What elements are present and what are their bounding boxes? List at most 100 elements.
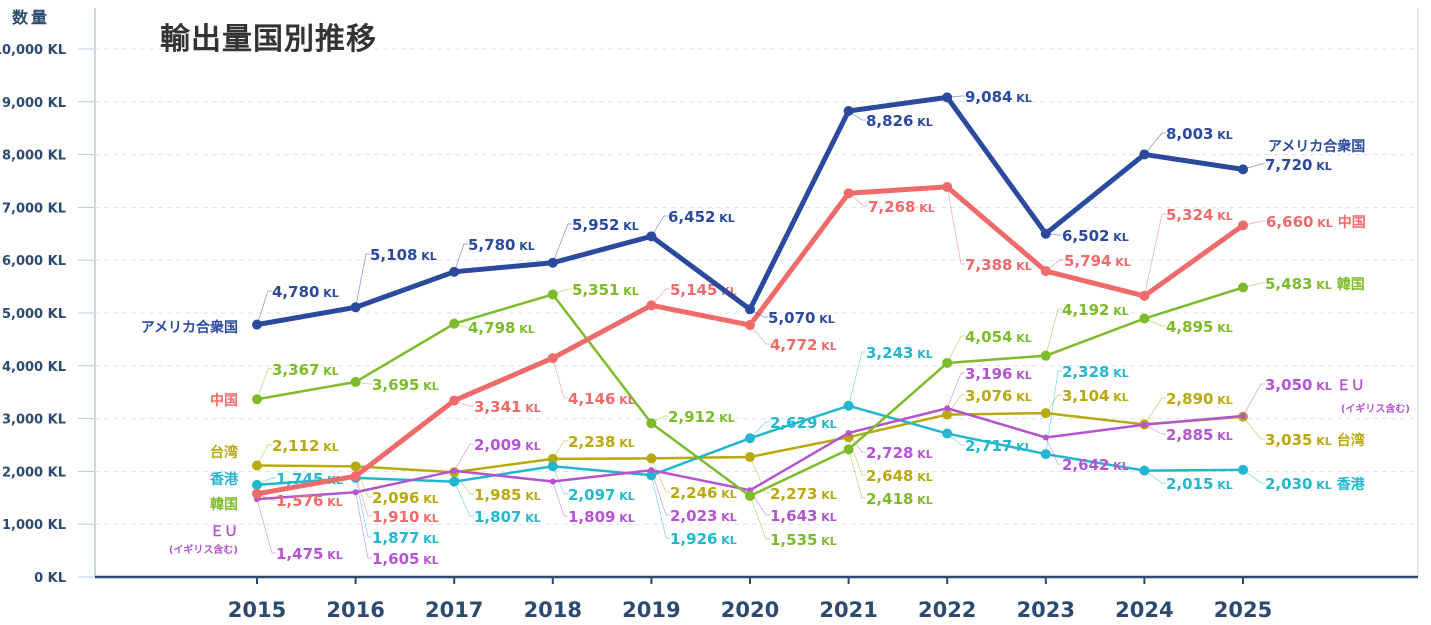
- leader-line: [1144, 397, 1166, 425]
- leader-line: [256, 368, 272, 400]
- data-label: 7,268 KL: [868, 198, 935, 216]
- data-point: [252, 394, 262, 405]
- leader-line: [946, 372, 965, 409]
- leader-line: [749, 495, 770, 540]
- x-tick-label: 2017: [425, 598, 483, 622]
- leader-line: [651, 475, 670, 539]
- data-label: 2,023 KL: [670, 507, 737, 525]
- y-tick-label: 4,000 KL: [2, 360, 66, 375]
- data-point: [451, 467, 458, 474]
- leader-line: [749, 308, 768, 318]
- data-label: 3,341 KL: [474, 398, 541, 416]
- leader-line: [946, 433, 965, 446]
- leader-line: [1242, 163, 1265, 170]
- data-point: [646, 418, 657, 429]
- data-point: [547, 461, 558, 472]
- data-point: [1040, 228, 1051, 239]
- data-point: [1238, 464, 1248, 475]
- data-point: [942, 181, 953, 192]
- data-label: 3,050 KL ＥＵ: [1265, 376, 1365, 394]
- data-point: [549, 478, 556, 485]
- x-tick-label: 2021: [819, 598, 877, 622]
- data-label: 2,246 KL: [670, 484, 737, 502]
- y-tick-label: 0 KL: [34, 571, 66, 586]
- leader-line: [256, 290, 272, 325]
- data-point: [1040, 408, 1051, 419]
- data-label: 3,243 KL: [866, 344, 933, 362]
- leader-line: [552, 440, 568, 460]
- data-label: 2,015 KL: [1166, 475, 1233, 493]
- series-legend-label: 中国: [210, 392, 238, 409]
- data-label: 3,367 KL: [272, 361, 339, 379]
- data-label: 6,502 KL: [1062, 227, 1129, 245]
- leader-line: [1242, 383, 1265, 417]
- data-label: 1,807 KL: [474, 508, 541, 526]
- data-point: [547, 353, 558, 364]
- leader-line: [1144, 318, 1166, 327]
- data-label: 2,642 KL: [1062, 456, 1129, 474]
- data-label: 1,809 KL: [568, 508, 635, 526]
- data-label: 1,877 KL: [372, 529, 439, 547]
- data-point: [646, 231, 657, 242]
- series-2: 3,367 KL 3,695 KL 4,798 KL 5,351 KL 2,912 KL…: [210, 275, 1365, 549]
- y-tick-label: 8,000 KL: [2, 149, 66, 164]
- data-point: [942, 409, 953, 420]
- data-label: 8,826 KL: [866, 112, 933, 130]
- x-tick-label: 2024: [1115, 598, 1173, 622]
- series-legend-sublabel: (イギリス含む): [169, 543, 238, 556]
- leader-line: [1045, 308, 1062, 356]
- leader-line: [1242, 416, 1265, 440]
- leader-line: [453, 243, 468, 272]
- series-legend-label: ＥＵ: [210, 524, 238, 540]
- leader-line: [848, 110, 866, 121]
- data-point: [1139, 149, 1150, 160]
- data-point: [547, 453, 558, 464]
- series-0: 4,780 KL 5,108 KL 5,780 KL 5,952 KL 6,452 KL…: [141, 88, 1366, 336]
- leader-line: [552, 288, 572, 295]
- leader-line: [1045, 259, 1064, 272]
- data-label: 1,985 KL: [474, 486, 541, 504]
- leader-line: [946, 186, 965, 265]
- leader-line: [1045, 437, 1062, 465]
- y-tick-label: 9,000 KL: [2, 96, 66, 111]
- series-1: 1,576 KL1,910 KL3,341 KL4,146 KL5,145 KL…: [210, 181, 1366, 526]
- leader-line: [749, 456, 770, 494]
- y-tick-label: 3,000 KL: [2, 413, 66, 428]
- data-point: [449, 266, 460, 277]
- data-point: [350, 376, 361, 387]
- series-legend-label: 香港: [209, 471, 239, 488]
- leader-line: [1242, 469, 1265, 484]
- data-label: 6,660 KL 中国: [1266, 213, 1366, 231]
- data-point: [843, 444, 854, 455]
- leader-line: [651, 470, 670, 516]
- data-label: 2,728 KL: [866, 444, 933, 462]
- data-label: 4,146 KL: [568, 390, 635, 408]
- data-label: 5,324 KL: [1166, 206, 1233, 224]
- data-point: [1238, 164, 1248, 175]
- leader-line: [355, 492, 372, 559]
- data-point: [745, 304, 755, 315]
- data-label: 1,926 KL: [670, 530, 737, 548]
- data-label: 3,035 KL 台湾: [1265, 431, 1365, 449]
- y-tick-label: 5,000 KL: [2, 307, 66, 322]
- data-label: 6,452 KL: [668, 208, 735, 226]
- leader-line: [946, 335, 965, 364]
- leader-line: [1242, 282, 1265, 288]
- data-label: 1,576 KL: [276, 492, 343, 510]
- data-label: 2,096 KL: [372, 489, 439, 507]
- leader-line: [552, 481, 568, 517]
- series-end-name: アメリカ合衆国: [1268, 138, 1365, 155]
- data-point: [547, 289, 558, 300]
- leader-line: [749, 324, 770, 345]
- data-label: 4,054 KL: [965, 328, 1032, 346]
- data-point: [845, 429, 852, 436]
- data-point: [350, 471, 361, 482]
- data-point: [745, 320, 755, 331]
- leader-line: [651, 288, 670, 306]
- data-point: [1139, 313, 1150, 324]
- leader-line: [454, 400, 474, 407]
- data-label: 1,910 KL: [372, 508, 439, 526]
- data-point: [942, 92, 953, 103]
- data-label: 2,717 KL: [965, 437, 1032, 455]
- series-legend-label: 韓国: [210, 496, 238, 513]
